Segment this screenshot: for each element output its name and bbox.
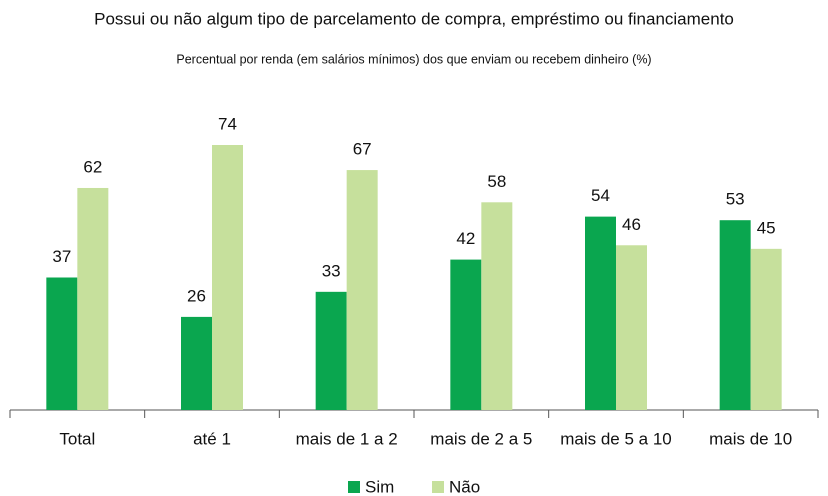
data-label: 33 [322,261,341,280]
data-label: 53 [726,190,745,209]
bar [346,170,378,410]
bar [616,245,647,410]
bar [585,216,616,410]
bar [212,145,243,410]
x-tick-label: mais de 5 a 10 [560,429,672,448]
bar [481,202,513,410]
legend-swatch [348,481,360,493]
bar [77,187,109,410]
bar [46,277,78,410]
data-label: 26 [187,286,206,305]
x-tick-label: mais de 2 a 5 [430,429,532,448]
legend-swatch [432,481,444,493]
x-tick-label: mais de 10 [709,429,792,448]
bar [750,248,782,410]
chart-subtitle: Percentual por renda (em salários mínimo… [176,52,651,66]
data-label: 74 [218,114,237,133]
legend-label: Sim [365,477,394,496]
data-label: 58 [487,172,506,191]
bar [181,316,212,410]
legend-label: Não [449,477,480,496]
x-tick-label: Total [59,429,95,448]
x-tick-label: mais de 1 a 2 [296,429,398,448]
data-label: 45 [757,218,776,237]
data-label: 42 [456,229,475,248]
chart-title: Possui ou não algum tipo de parcelamento… [94,9,734,28]
data-label: 37 [52,247,71,266]
x-tick-label: até 1 [193,429,231,448]
data-label: 46 [622,215,641,234]
bar [315,291,347,410]
bar [719,220,751,410]
data-label: 54 [591,186,610,205]
data-label: 62 [83,157,102,176]
data-label: 67 [353,140,372,159]
bar [450,259,482,410]
